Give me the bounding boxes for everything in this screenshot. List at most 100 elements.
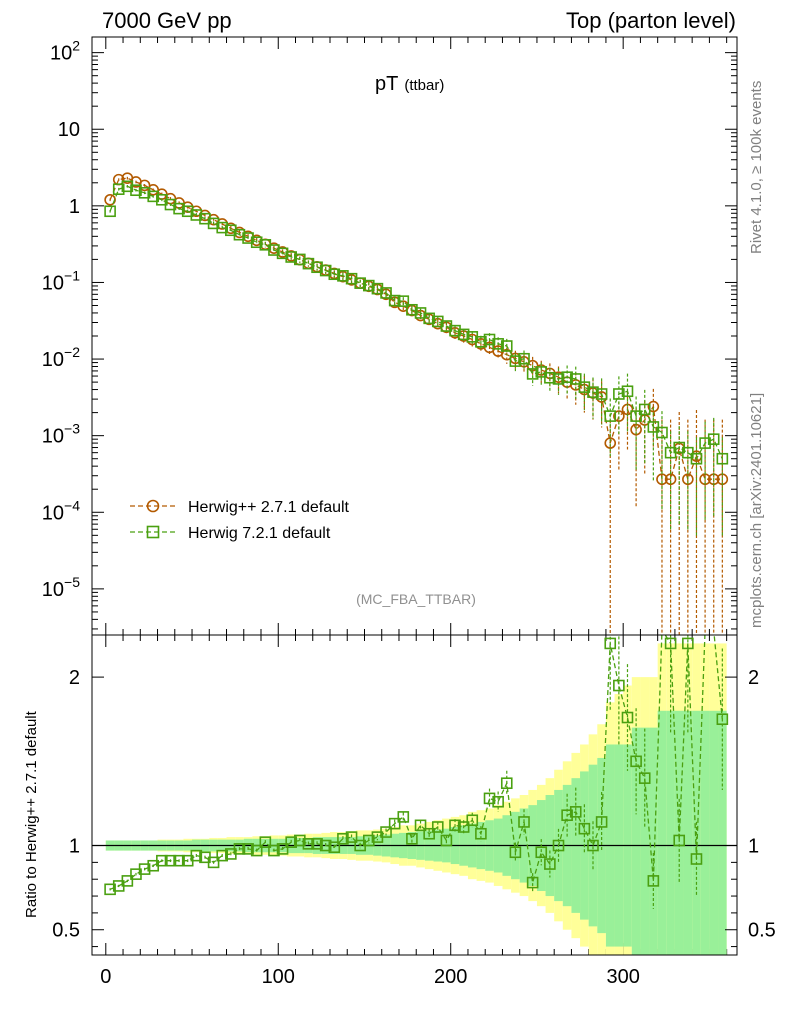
ratio-point [613,635,625,745]
main-y-tick-label: 10−4 [42,497,80,524]
data-point-herwig7 [319,264,332,277]
data-point-herwig7 [630,396,642,470]
data-point-herwig7 [613,376,625,435]
ratio-point [587,821,599,870]
main-y-tick-label: 10−1 [42,267,80,294]
plot-title: pT (ttbar) [375,73,444,95]
series-line-herwig7 [109,185,723,460]
data-point-herwig7 [518,350,530,370]
band-green [657,710,667,955]
legend-label-herwig7: Herwig 7.2.1 default [188,525,331,542]
data-point-herwig7 [268,244,280,256]
mcplots-source-label: mcplots.cern.ch [arXiv:2401.10621] [748,393,765,628]
ratio-point [682,635,694,733]
data-point-herwig7 [544,367,556,393]
ratio-y-tick-label-right: 2 [748,667,759,689]
data-point-herwig7 [638,389,651,463]
data-point-herwig7 [423,312,435,325]
ratio-point [276,843,289,855]
ratio-point [647,852,660,909]
data-point-herwig7 [104,205,116,218]
data-point-herwig7 [699,421,711,520]
ratio-point [156,854,168,867]
main-y-tick-label: 10−2 [42,344,80,371]
header-process-label: Top (parton level) [566,8,736,33]
data-point-herwig7 [535,362,548,385]
x-tick-label: 200 [434,966,467,988]
ratio-point [164,854,177,867]
main-panel: 10−5 10−4 10−3 10−2 10−1 1 10 102 pT (ttbar) (MC… [42,36,738,955]
data-point-herwig7 [397,295,410,307]
ratio-point [716,648,729,790]
ratio-point [466,812,479,828]
ratio-y-tick-label-right: 0.5 [748,920,776,942]
data-point-herwig7 [388,294,401,307]
ratio-frame [91,634,738,956]
data-point-herwigpp [647,388,660,447]
data-point-herwig7 [354,277,366,289]
ratio-point [250,844,263,857]
ratio-point [664,635,677,733]
ratio-point [423,827,435,840]
ratio-point [561,793,573,837]
band-green [640,727,650,955]
data-point-herwig7 [569,366,582,399]
ratio-point [207,856,220,869]
data-point-herwig7 [526,365,539,386]
ratio-point [190,849,203,862]
data-point-herwig7 [181,205,194,218]
data-point-herwig7 [147,190,160,203]
data-point-herwig7 [406,303,418,316]
legend-square-marker [146,525,160,539]
ratio-point [173,854,185,867]
ratio-point [414,819,427,832]
ratio-point [509,842,522,862]
data-point-herwigpp [656,419,668,635]
ratio-point [638,728,651,828]
data-point-herwig7 [276,247,289,260]
data-point-herwig7 [242,232,254,244]
ratio-point [268,844,280,857]
data-point-herwig7 [449,324,461,337]
ratio-point [492,791,504,812]
ratio-point [242,843,254,855]
rivet-version-label: Rivet 4.1.0, ≥ 100k events [748,81,765,254]
ratio-y-tick-label-left: 2 [69,667,80,689]
ratio-y-tick-label-left: 1 [69,836,80,858]
ratio-point [544,850,556,878]
main-y-tick-labels: 10−5 10−4 10−3 10−2 10−1 1 10 102 [42,38,80,601]
main-series-layer [104,172,729,635]
band-green [718,710,727,955]
data-point-herwigpp [604,420,617,635]
analysis-watermark: (MC_FBA_TTBAR) [356,591,476,607]
ratio-point [440,834,453,847]
ratio-point [406,832,418,845]
band-green [683,710,693,955]
ratio-point [216,849,229,862]
ratio-point [518,809,530,835]
legend-circle-marker [146,499,160,513]
data-point-herwig7 [587,377,599,419]
ratio-point [449,819,461,832]
ratio-point [285,836,297,848]
data-point-herwig7 [337,270,349,282]
ratio-point [362,834,375,847]
main-y-tick-label: 102 [50,38,80,65]
ratio-point [302,838,315,850]
ratio-y-tick-labels: 0.5 0.5 1 1 2 2 [52,667,776,942]
x-tick-label: 0 [100,966,111,988]
band-green [674,710,684,955]
legend-entry-herwigpp: Herwig++ 2.7.1 default [130,499,350,516]
ratio-point [595,791,608,852]
ratio-point [500,770,513,796]
data-point-herwigpp [707,419,720,635]
data-point-herwig7 [285,251,297,263]
data-point-herwig7 [328,268,341,281]
band-green [649,727,658,955]
ratio-point [233,843,246,855]
ratio-point [380,826,392,838]
ratio-point [121,875,134,887]
ratio-point [552,828,565,863]
ratio-point [328,841,341,854]
